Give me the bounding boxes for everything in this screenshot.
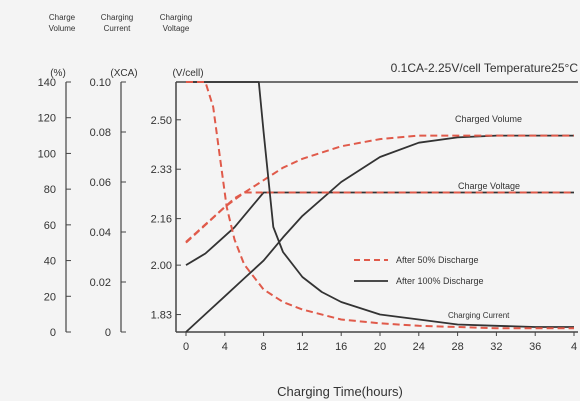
current-axis-tick-label: 0.10 xyxy=(90,77,111,89)
current-axis-header-line-1: Charging xyxy=(101,13,133,22)
x-axis-label: Charging Time(hours) xyxy=(277,384,403,399)
volume-axis-tick-label: 60 xyxy=(44,220,56,232)
current-axis-header-line-2: Current xyxy=(104,24,131,33)
series-line-charging-current-after-100 xyxy=(186,81,574,328)
x-tick-label: 0 xyxy=(183,341,189,353)
legend-label-100-percent: After 100% Discharge xyxy=(396,276,484,286)
x-tick-label: 4 xyxy=(222,341,228,353)
annotation-charge-voltage: Charge Voltage xyxy=(458,181,520,191)
voltage-axis-unit: (V/cell) xyxy=(172,68,203,79)
x-tick-label: 36 xyxy=(529,341,541,353)
current-axis-tick-label: 0.04 xyxy=(90,227,111,239)
x-tick-label: 32 xyxy=(490,341,502,353)
voltage-axis-tick-label: 2.50 xyxy=(151,115,172,127)
legend-label-50-percent: After 50% Discharge xyxy=(396,255,479,265)
annotation-charging-current: Charging Current xyxy=(448,311,510,320)
voltage-axis-header-line-1: Charging xyxy=(160,13,192,22)
volume-axis-tick-label: 20 xyxy=(44,291,56,303)
current-axis-unit: (XCA) xyxy=(110,68,137,79)
x-tick-label: 24 xyxy=(413,341,425,353)
voltage-axis-tick-label: 2.33 xyxy=(151,164,172,176)
current-axis-tick-label: 0.06 xyxy=(90,177,111,189)
current-axis-tick-label: 0 xyxy=(105,327,111,339)
voltage-axis-tick-label: 2.00 xyxy=(151,260,172,272)
volume-axis-tick-label: 120 xyxy=(38,113,56,125)
series-layer xyxy=(185,81,574,333)
voltage-axis-tick-label: 1.83 xyxy=(151,310,172,322)
volume-axis-header-line-2: Volume xyxy=(49,24,76,33)
x-tick-label: 28 xyxy=(451,341,463,353)
series-line-charge-voltage-after-50 xyxy=(185,191,574,243)
voltage-axis-header-line-2: Voltage xyxy=(163,24,190,33)
series-line-charging-current-after-50 xyxy=(186,81,574,330)
volume-axis-tick-label: 0 xyxy=(50,327,56,339)
x-tick-label: 20 xyxy=(374,341,386,353)
volume-axis-tick-label: 140 xyxy=(38,77,56,89)
voltage-axis-tick-label: 2.16 xyxy=(151,214,172,226)
chart-title: 0.1CA-2.25V/cell Temperature25°C xyxy=(391,61,579,75)
x-tick-label: 12 xyxy=(296,341,308,353)
volume-axis-tick-label: 80 xyxy=(44,184,56,196)
chart-legend: After 50% Discharge After 100% Discharge xyxy=(354,255,484,286)
x-tick-label: 8 xyxy=(261,341,267,353)
annotation-charged-volume: Charged Volume xyxy=(455,114,522,124)
volume-axis-tick-label: 100 xyxy=(38,148,56,160)
volume-axis-unit: (%) xyxy=(50,68,66,79)
volume-axis-tick-label: 40 xyxy=(44,256,56,268)
volume-axis-header-line-1: Charge xyxy=(49,13,76,22)
x-tick-label: 16 xyxy=(335,341,347,353)
current-axis-tick-label: 0.08 xyxy=(90,127,111,139)
x-tick-label: 4 xyxy=(571,341,577,353)
current-axis-tick-label: 0.02 xyxy=(90,277,111,289)
